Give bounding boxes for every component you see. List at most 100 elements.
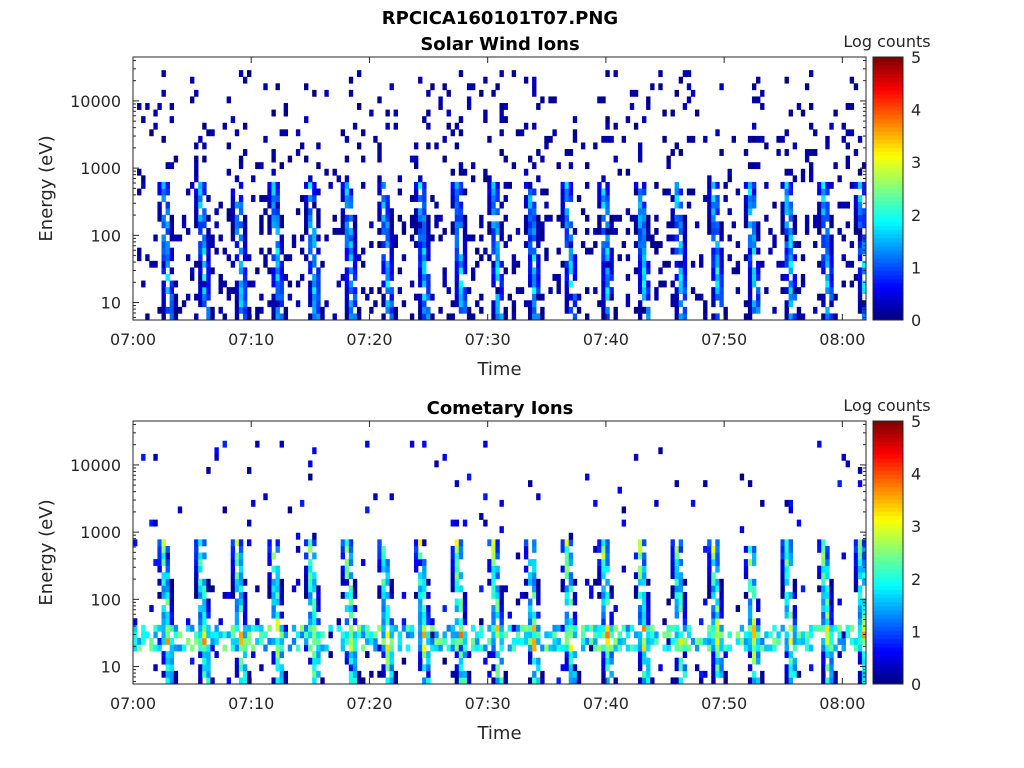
heatmap-cell <box>707 578 712 586</box>
heatmap-cell <box>536 664 541 672</box>
heatmap-cell <box>230 559 236 566</box>
heatmap-cell <box>825 637 830 645</box>
heatmap-cell <box>788 637 793 645</box>
heatmap-cell <box>340 545 346 553</box>
colorbar-step <box>873 315 903 321</box>
heatmap-cell <box>206 260 211 268</box>
heatmap-cell <box>499 221 504 229</box>
heatmap-cell <box>198 637 203 645</box>
heatmap-cell <box>169 103 175 110</box>
heatmap-cell <box>389 677 394 685</box>
heatmap-cell <box>682 637 688 645</box>
heatmap-cell <box>780 221 785 229</box>
heatmap-cell <box>674 188 679 196</box>
heatmap-cell <box>637 572 643 580</box>
heatmap-cell <box>430 618 435 626</box>
heatmap-cell <box>385 591 390 599</box>
heatmap-cell <box>528 300 533 308</box>
heatmap-cell <box>275 195 280 202</box>
heatmap-cell <box>271 591 276 599</box>
heatmap-cell <box>169 287 175 294</box>
heatmap-cell <box>670 591 675 599</box>
heatmap-cell <box>646 644 651 652</box>
colorbar-step <box>873 57 903 62</box>
heatmap-cell <box>495 267 500 275</box>
heatmap-cell <box>536 175 541 183</box>
heatmap-cell <box>776 135 781 143</box>
heatmap-cell <box>560 188 565 196</box>
heatmap-cell <box>177 644 183 652</box>
heatmap-cell <box>238 201 244 209</box>
heatmap-cell <box>275 644 280 652</box>
heatmap-cell <box>145 103 150 110</box>
heatmap-cell <box>642 618 647 626</box>
heatmap-cell <box>422 280 427 288</box>
heatmap-cell <box>161 637 166 645</box>
heatmap-cell <box>817 221 822 229</box>
heatmap-cell <box>308 611 313 619</box>
heatmap-cell <box>365 506 370 514</box>
heatmap-cell <box>857 135 863 143</box>
heatmap-cell <box>503 241 508 248</box>
heatmap-cell <box>605 631 610 639</box>
heatmap-cell <box>479 234 484 242</box>
heatmap-cell <box>434 637 439 645</box>
heatmap-cell <box>206 273 211 281</box>
heatmap-cell <box>242 605 248 612</box>
heatmap-cell <box>625 644 631 652</box>
heatmap-cell <box>344 181 350 189</box>
heatmap-cell <box>646 578 651 586</box>
heatmap-cell <box>833 313 838 321</box>
heatmap-cell <box>703 545 708 553</box>
heatmap-cell <box>637 306 643 314</box>
heatmap-cell <box>747 181 753 189</box>
heatmap-cell <box>861 214 867 222</box>
heatmap-cell <box>528 155 533 163</box>
heatmap-cell <box>808 162 814 170</box>
heatmap-cell <box>295 149 301 156</box>
heatmap-cell <box>686 201 692 209</box>
heatmap-cell <box>605 293 610 301</box>
heatmap-cell <box>393 306 398 314</box>
heatmap-cell <box>747 254 753 262</box>
colorbar-step <box>873 118 903 124</box>
heatmap-cell <box>422 116 427 124</box>
heatmap-cell <box>499 149 504 156</box>
heatmap-cell <box>503 155 508 163</box>
heatmap-cell <box>556 637 561 645</box>
heatmap-cell <box>393 670 398 678</box>
heatmap-cell <box>344 247 350 255</box>
heatmap-cell <box>340 214 346 222</box>
heatmap-cell <box>747 611 753 619</box>
heatmap-cell <box>503 677 508 685</box>
heatmap-cell <box>751 545 757 553</box>
heatmap-cell <box>242 644 248 652</box>
heatmap-cell <box>308 618 313 626</box>
heatmap-cell <box>454 241 460 248</box>
heatmap-cell <box>462 260 468 268</box>
heatmap-cell <box>198 611 203 619</box>
heatmap-cell <box>190 181 195 189</box>
heatmap-cell <box>646 280 651 288</box>
heatmap-cell <box>352 605 358 612</box>
heatmap-cell <box>633 306 639 314</box>
heatmap-cell <box>784 499 789 507</box>
heatmap-cell <box>845 460 851 468</box>
heatmap-cell <box>821 181 826 189</box>
heatmap-cell <box>515 129 521 137</box>
heatmap-cell <box>857 254 863 262</box>
heatmap-cell <box>637 149 643 156</box>
heatmap-cell <box>308 175 313 183</box>
heatmap-cell <box>796 287 802 294</box>
heatmap-cell <box>861 241 867 248</box>
x-axis-label: Time <box>476 359 521 380</box>
heatmap-cell <box>727 168 732 176</box>
heatmap-cell <box>316 287 321 294</box>
heatmap-cell <box>532 300 537 308</box>
heatmap-cell <box>312 572 317 580</box>
colorbar-step <box>873 98 903 103</box>
heatmap-cell <box>153 519 158 527</box>
heatmap-cell <box>528 480 533 488</box>
heatmap-cell <box>413 181 419 189</box>
heatmap-cell <box>442 280 447 288</box>
